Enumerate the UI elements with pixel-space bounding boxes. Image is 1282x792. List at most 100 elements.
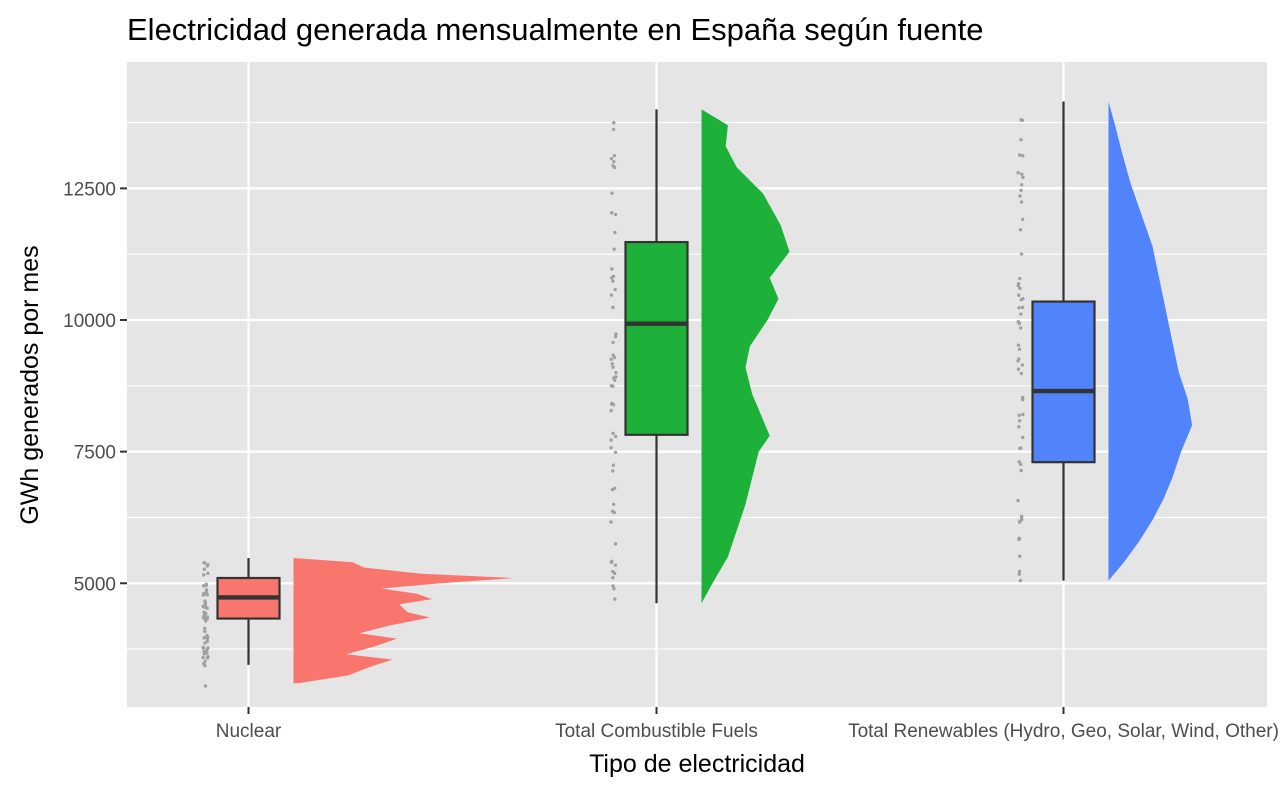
data-point <box>1020 118 1025 122</box>
data-point <box>611 502 616 507</box>
data-point <box>611 431 615 435</box>
data-point <box>1020 217 1025 222</box>
data-point <box>202 561 207 565</box>
x-tick-label: Total Combustible Fuels <box>555 721 758 742</box>
data-point <box>205 639 209 644</box>
data-point <box>609 408 613 413</box>
data-point <box>1017 572 1021 576</box>
data-point <box>202 610 206 615</box>
data-point <box>612 247 616 251</box>
data-point <box>610 362 614 366</box>
data-point <box>1017 536 1022 541</box>
data-point <box>609 438 613 442</box>
data-point <box>1018 227 1023 232</box>
data-point <box>610 191 614 195</box>
data-point <box>1020 172 1024 176</box>
y-axis-title: GWh generados por mes <box>16 245 44 524</box>
data-point <box>1019 371 1024 376</box>
data-point <box>1018 554 1022 558</box>
data-point <box>609 293 614 297</box>
data-point <box>609 357 613 361</box>
data-point <box>201 584 206 588</box>
data-point <box>1018 462 1023 467</box>
data-point <box>1018 153 1022 157</box>
data-point <box>613 450 618 455</box>
data-point <box>611 305 615 310</box>
data-point <box>1016 171 1020 175</box>
data-point <box>203 629 207 634</box>
data-point <box>613 230 617 235</box>
data-point <box>1016 498 1020 503</box>
data-point <box>1021 153 1025 158</box>
data-point <box>1017 425 1021 429</box>
data-point <box>612 486 617 490</box>
data-point <box>1017 347 1022 351</box>
data-point <box>1021 412 1025 417</box>
data-point <box>610 401 614 405</box>
data-point <box>202 650 206 654</box>
data-point <box>205 648 209 652</box>
data-point <box>203 601 208 605</box>
data-point <box>1019 200 1024 204</box>
data-point <box>1016 359 1020 363</box>
data-point <box>612 587 616 591</box>
y-axis: 5000 7500 10000 12500 <box>63 179 127 595</box>
data-point <box>1020 397 1025 402</box>
data-point <box>1017 569 1022 574</box>
box-iqr <box>1031 300 1096 464</box>
data-point <box>1019 137 1023 142</box>
series-group <box>609 109 790 604</box>
chart-marks <box>201 101 1193 688</box>
outlier-point <box>203 684 208 688</box>
data-point <box>1019 446 1023 450</box>
data-point <box>202 573 206 577</box>
data-point <box>1019 297 1024 302</box>
data-point <box>203 626 207 631</box>
x-axis-title: Tipo de electricidad <box>589 750 805 778</box>
series-group <box>201 557 514 688</box>
data-point <box>201 604 205 609</box>
data-point <box>1020 183 1024 187</box>
data-point <box>610 559 614 563</box>
data-point <box>1016 284 1021 288</box>
data-point <box>1018 578 1023 583</box>
data-point <box>202 636 206 640</box>
data-point <box>611 353 615 357</box>
x-axis: Nuclear Total Combustible Fuels Total Rene… <box>216 707 1279 742</box>
x-tick-label: Total Renewables (Hydro, Geo, Solar, Win… <box>848 721 1279 742</box>
data-point <box>609 384 614 388</box>
data-point <box>611 576 615 580</box>
data-point <box>1019 312 1023 316</box>
data-point <box>612 376 616 380</box>
data-point <box>205 593 210 597</box>
data-point <box>613 434 618 439</box>
data-point <box>206 655 210 659</box>
data-point <box>614 332 618 336</box>
data-point <box>202 567 207 571</box>
data-point <box>612 165 617 170</box>
data-point <box>613 542 618 546</box>
data-point <box>611 127 616 132</box>
data-point <box>614 370 618 375</box>
data-point <box>611 365 615 369</box>
box-iqr <box>624 240 689 436</box>
x-tick-label: Nuclear <box>216 721 282 742</box>
data-point <box>612 153 617 158</box>
data-point <box>1019 468 1023 473</box>
data-point <box>609 156 614 161</box>
data-point <box>201 646 205 650</box>
series-group <box>1016 101 1193 583</box>
data-point <box>1021 435 1025 440</box>
data-point <box>611 584 615 588</box>
data-point <box>1019 252 1024 256</box>
data-point <box>613 334 618 339</box>
data-point <box>205 615 210 619</box>
y-tick-label: 7500 <box>74 443 116 464</box>
data-point <box>206 571 210 576</box>
data-point <box>611 340 615 345</box>
data-point <box>1017 460 1021 464</box>
data-point <box>612 510 616 515</box>
data-point <box>204 583 208 588</box>
data-point <box>1020 305 1025 310</box>
data-point <box>1019 188 1023 193</box>
